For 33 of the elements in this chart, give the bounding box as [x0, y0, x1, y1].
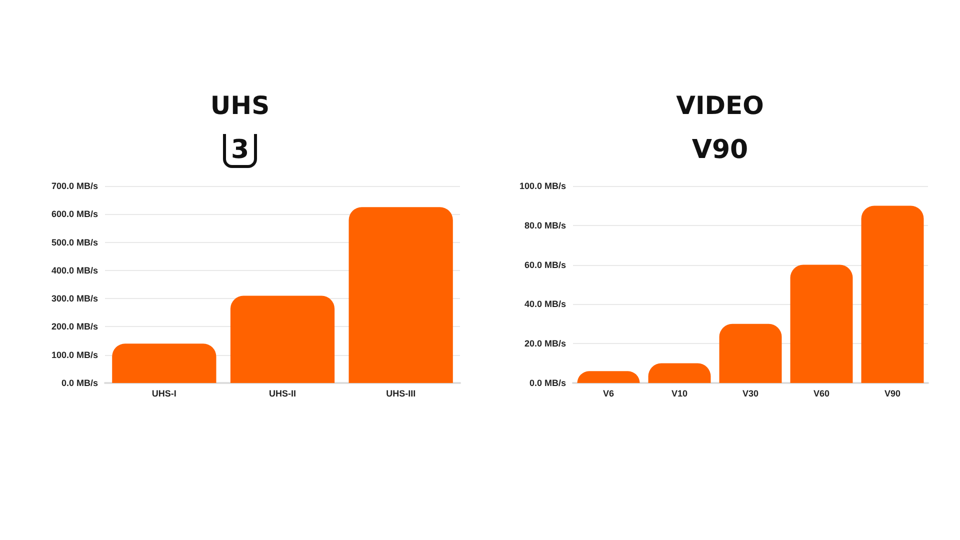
y-tick-label: 40.0 MB/s	[524, 299, 566, 310]
y-tick-label: 500.0 MB/s	[51, 237, 98, 248]
chart-subtitle: 3	[230, 135, 250, 165]
y-tick-label: 60.0 MB/s	[524, 260, 566, 270]
y-tick-label: 300.0 MB/s	[51, 294, 98, 304]
x-tick-label: V10	[671, 388, 688, 398]
bar	[112, 344, 216, 383]
chart-subtitle: V90	[692, 135, 748, 165]
y-tick-label: 400.0 MB/s	[51, 265, 98, 276]
x-tick-label: V60	[813, 388, 830, 398]
x-tick-label: UHS-II	[269, 388, 296, 398]
y-tick-label: 80.0 MB/s	[524, 220, 566, 230]
y-tick-label: 100.0 MB/s	[519, 181, 566, 191]
x-tick-label: V30	[742, 388, 759, 398]
chart-title: UHS	[210, 91, 270, 120]
x-tick-label: V90	[884, 388, 901, 398]
y-tick-label: 200.0 MB/s	[51, 322, 98, 332]
x-tick-label: UHS-III	[386, 388, 416, 398]
bar	[790, 264, 853, 383]
y-tick-label: 100.0 MB/s	[51, 350, 98, 360]
bar	[230, 296, 335, 383]
y-tick-label: 700.0 MB/s	[51, 181, 98, 191]
y-tick-label: 0.0 MB/s	[529, 378, 566, 388]
bar	[861, 206, 924, 383]
y-tick-label: 0.0 MB/s	[61, 378, 98, 388]
x-tick-label: UHS-I	[152, 388, 176, 398]
y-tick-label: 600.0 MB/s	[51, 209, 98, 220]
bar	[648, 363, 711, 383]
y-tick-label: 20.0 MB/s	[524, 338, 566, 349]
bar	[719, 324, 782, 383]
x-tick-label: V6	[602, 388, 614, 398]
chart-title: VIDEO	[676, 91, 764, 120]
bar	[348, 207, 453, 383]
